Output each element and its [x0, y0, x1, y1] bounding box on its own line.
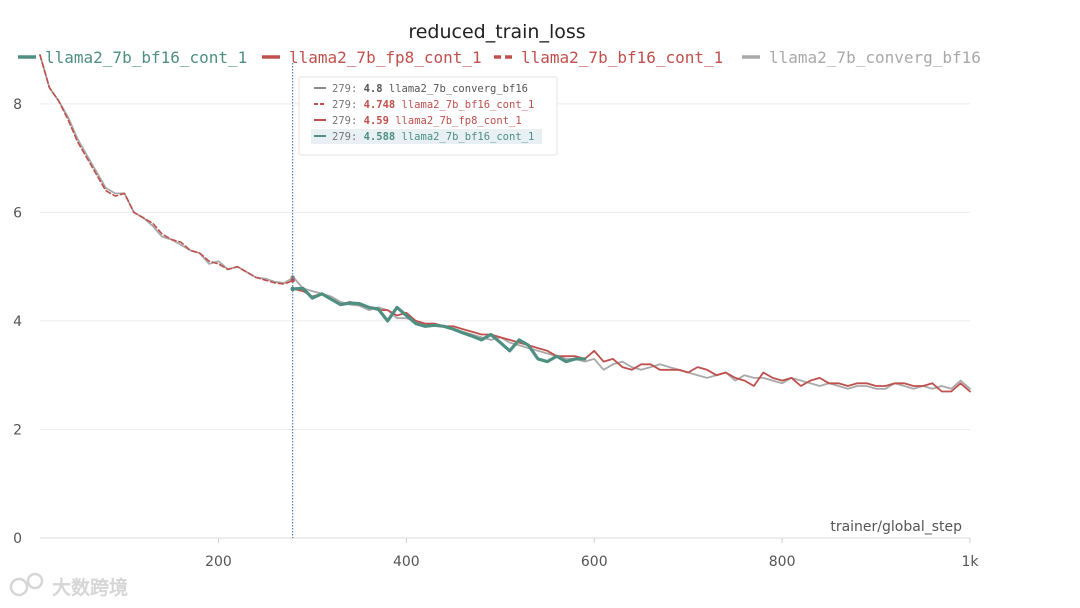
series-line-llama2_7b_fp8_cont_1-2[interactable]	[291, 287, 971, 393]
tooltip-value: 4.8	[364, 83, 383, 95]
tooltip-step: 279:	[332, 99, 364, 111]
tooltip-entry: 279: 4.748 llama2_7b_bf16_cont_1	[332, 99, 534, 111]
tooltip-value: 4.59	[364, 115, 389, 127]
tooltip-highlight	[311, 129, 542, 144]
tooltip-value: 4.748	[364, 99, 396, 111]
legend[interactable]: llama2_7b_bf16_cont_1 llama2_7b_fp8_cont_…	[18, 48, 981, 67]
tooltip-series-name: llama2_7b_bf16_cont_1	[395, 131, 534, 143]
legend-item[interactable]: llama2_7b_converg_bf16	[742, 48, 981, 67]
tooltip-step: 279:	[332, 131, 364, 143]
tooltip-entry: 279: 4.8 llama2_7b_converg_bf16	[332, 83, 528, 95]
watermark-logo-icon	[9, 577, 29, 597]
tooltip-step: 279:	[332, 115, 364, 127]
tooltip-series-name: llama2_7b_converg_bf16	[383, 83, 528, 95]
y-tick-label: 8	[13, 97, 22, 113]
tooltip-entry: 279: 4.59 llama2_7b_fp8_cont_1	[332, 115, 522, 127]
y-tick-label: 6	[13, 205, 22, 221]
y-tick-label: 4	[13, 314, 22, 330]
watermark-text: 大数跨境	[52, 576, 128, 599]
x-tick-label: 200	[205, 554, 232, 570]
legend-item[interactable]: llama2_7b_bf16_cont_1	[494, 48, 723, 67]
watermark: 大数跨境	[9, 572, 128, 599]
x-tick-label: 800	[769, 554, 796, 570]
tooltip-series-name: llama2_7b_fp8_cont_1	[389, 115, 522, 127]
legend-label: llama2_7b_fp8_cont_1	[289, 48, 482, 67]
series-line-llama2_7b_bf16_cont_1-1[interactable]	[39, 54, 295, 285]
tooltip-value: 4.588	[364, 131, 396, 143]
x-axis-label: trainer/global_step	[830, 519, 962, 535]
y-tick-label: 2	[13, 422, 22, 438]
legend-label: llama2_7b_bf16_cont_1	[521, 48, 723, 67]
x-tick-label: 600	[581, 554, 608, 570]
tooltip-entry: 279: 4.588 llama2_7b_bf16_cont_1	[332, 131, 534, 143]
x-tick-label: 1k	[961, 554, 979, 570]
watermark-logo-icon-2	[26, 572, 44, 590]
series-line-llama2_7b_bf16_cont_1-3[interactable]	[291, 286, 587, 364]
tooltip-step: 279:	[332, 83, 364, 95]
y-tick-label: 0	[13, 531, 22, 547]
legend-label: llama2_7b_bf16_cont_1	[45, 48, 247, 67]
grid-lines	[40, 103, 971, 543]
series-lines	[39, 54, 971, 393]
legend-item[interactable]: llama2_7b_bf16_cont_1	[18, 48, 247, 67]
legend-item[interactable]: llama2_7b_fp8_cont_1	[262, 48, 482, 67]
legend-label: llama2_7b_converg_bf16	[769, 48, 981, 67]
axis-ticks: 0 2 4 6 8 200 400 600 800 1k	[13, 97, 979, 570]
tooltip-series-name: llama2_7b_bf16_cont_1	[395, 99, 534, 111]
chart-title: reduced_train_loss	[408, 21, 585, 43]
x-tick-label: 400	[393, 554, 420, 570]
